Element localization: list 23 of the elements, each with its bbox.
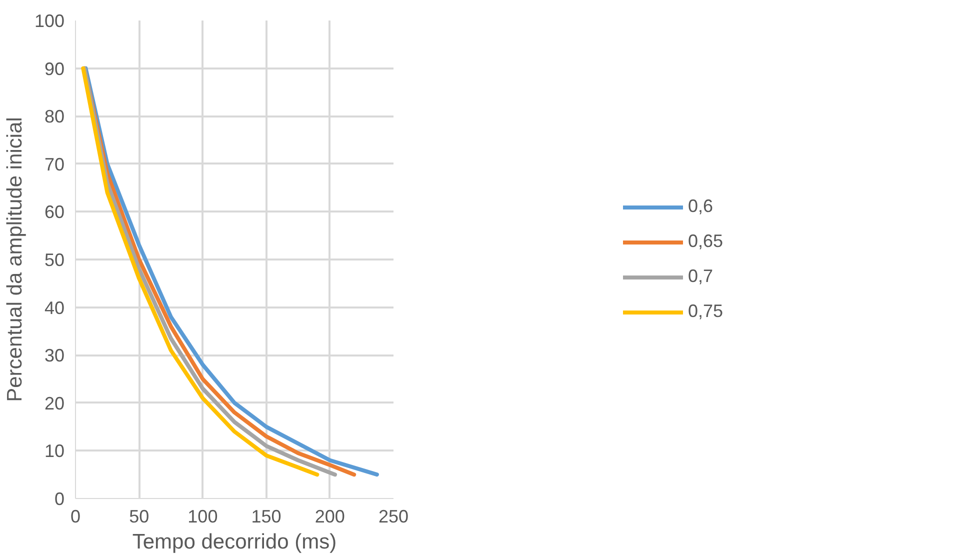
y-tick-label: 80 [44, 106, 65, 127]
y-tick-label: 90 [44, 58, 65, 79]
y-tick-label: 40 [44, 298, 65, 318]
y-tick-label: 60 [44, 202, 65, 222]
x-axis-title: Tempo decorrido (ms) [132, 530, 337, 554]
y-tick-label: 10 [44, 441, 65, 462]
y-tick-label: 50 [44, 250, 65, 270]
legend-label: 0,75 [688, 301, 724, 322]
y-tick-label: 20 [44, 393, 65, 414]
legend-label: 0,6 [688, 196, 714, 217]
y-axis-title: Percentual da amplitude inicial [3, 117, 26, 402]
x-tick-label: 100 [188, 506, 218, 526]
x-tick-label: 150 [251, 506, 282, 526]
x-tick-label: 250 [378, 506, 409, 526]
legend-label: 0,7 [688, 266, 714, 287]
x-tick-label: 200 [314, 506, 345, 526]
x-tick-label: 50 [129, 506, 150, 526]
y-tick-label: 100 [34, 11, 65, 31]
y-tick-label: 0 [54, 489, 65, 509]
y-tick-label: 70 [44, 154, 65, 174]
legend-label: 0,65 [688, 231, 724, 252]
x-tick-label: 0 [70, 506, 81, 526]
y-tick-label: 30 [44, 346, 65, 366]
